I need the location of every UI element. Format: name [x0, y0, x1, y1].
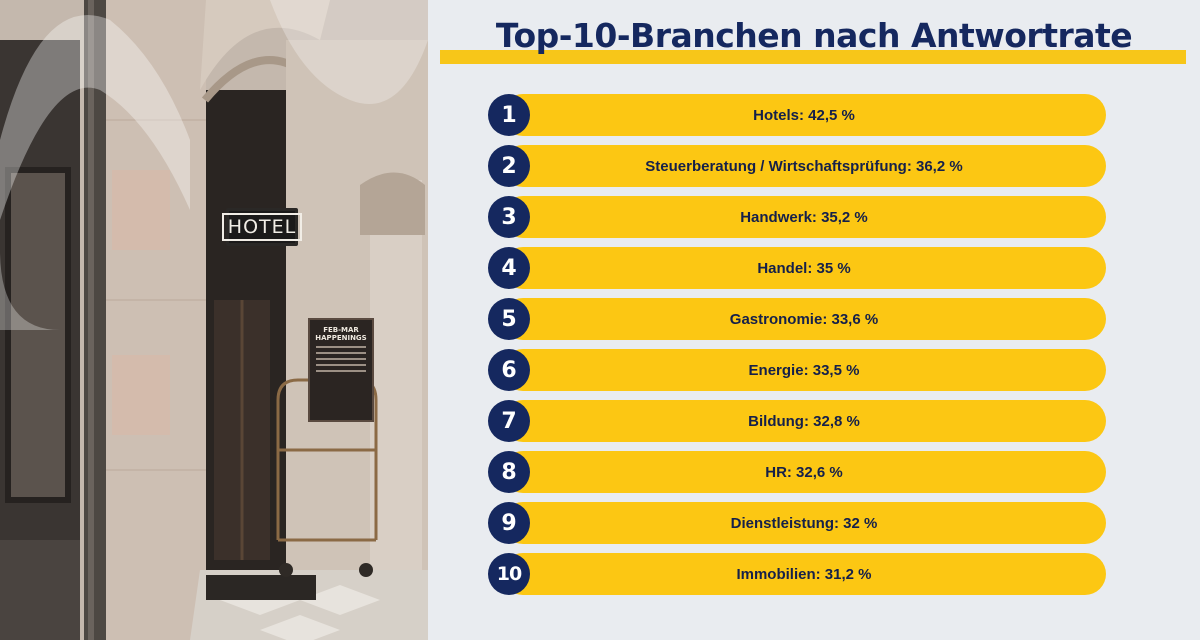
ranking-bar	[502, 349, 1106, 391]
ranking-label: Gastronomie: 33,6 %	[729, 310, 879, 328]
ranking-bar	[502, 247, 1106, 289]
rank-badge: 1	[488, 94, 530, 136]
ranking-item: Hotels: 42,5 % 1	[488, 94, 1108, 137]
rank-badge: 2	[488, 145, 530, 187]
ranking-bar	[502, 400, 1106, 442]
ranking-item: Dienstleistung: 32 % 9	[488, 502, 1108, 545]
hotel-sign: HOTEL	[221, 208, 303, 246]
rank-badge: 4	[488, 247, 530, 289]
rank-badge: 3	[488, 196, 530, 238]
ranking-bar	[502, 451, 1106, 493]
rank-badge: 8	[488, 451, 530, 493]
ranking-label: Bildung: 32,8 %	[748, 412, 860, 430]
ranking-label: Dienstleistung: 32 %	[730, 514, 878, 532]
poster-line	[316, 352, 366, 354]
ranking-label: Hotels: 42,5 %	[753, 106, 855, 124]
ranking-list: Hotels: 42,5 % 1 Steuerberatung / Wirtsc…	[488, 94, 1108, 604]
ranking-item: Steuerberatung / Wirtschaftsprüfung: 36,…	[488, 145, 1108, 188]
ranking-item: HR: 32,6 % 8	[488, 451, 1108, 494]
poster-title: FEB-MAR HAPPENINGS	[315, 326, 367, 342]
event-poster: FEB-MAR HAPPENINGS	[308, 318, 374, 422]
ranking-label: Energie: 33,5 %	[748, 361, 860, 379]
hotel-sign-text: HOTEL	[221, 213, 303, 241]
page-title: Top-10-Branchen nach Antwortrate	[495, 16, 1133, 55]
title-block: Top-10-Branchen nach Antwortrate	[436, 14, 1192, 64]
rank-badge: 9	[488, 502, 530, 544]
ranking-bar	[502, 502, 1106, 544]
poster-line	[316, 370, 366, 372]
rank-badge: 10	[488, 553, 530, 595]
title-highlight	[440, 50, 1186, 64]
poster-line	[316, 346, 366, 348]
ranking-item: Bildung: 32,8 % 7	[488, 400, 1108, 443]
ranking-bar	[502, 196, 1106, 238]
ranking-item: Immobilien: 31,2 % 10	[488, 553, 1108, 596]
ranking-label: Handwerk: 35,2 %	[740, 208, 868, 226]
ranking-label: Steuerberatung / Wirtschaftsprüfung: 36,…	[645, 157, 963, 175]
poster-line	[316, 364, 366, 366]
rank-badge: 7	[488, 400, 530, 442]
ranking-bar	[502, 553, 1106, 595]
ranking-bar	[502, 145, 1106, 187]
rank-badge: 5	[488, 298, 530, 340]
hotel-facade-illustration	[0, 0, 428, 640]
hotel-entrance-photo: HOTEL FEB-MAR HAPPENINGS	[0, 0, 428, 640]
rank-badge: 6	[488, 349, 530, 391]
ranking-item: Handel: 35 % 4	[488, 247, 1108, 290]
ranking-item: Energie: 33,5 % 6	[488, 349, 1108, 392]
ranking-bar	[502, 298, 1106, 340]
ranking-item: Gastronomie: 33,6 % 5	[488, 298, 1108, 341]
poster-line	[316, 358, 366, 360]
ranking-item: Handwerk: 35,2 % 3	[488, 196, 1108, 239]
ranking-bar	[502, 94, 1106, 136]
ranking-label: Immobilien: 31,2 %	[736, 565, 872, 583]
ranking-label: HR: 32,6 %	[765, 463, 843, 481]
ranking-label: Handel: 35 %	[757, 259, 851, 277]
